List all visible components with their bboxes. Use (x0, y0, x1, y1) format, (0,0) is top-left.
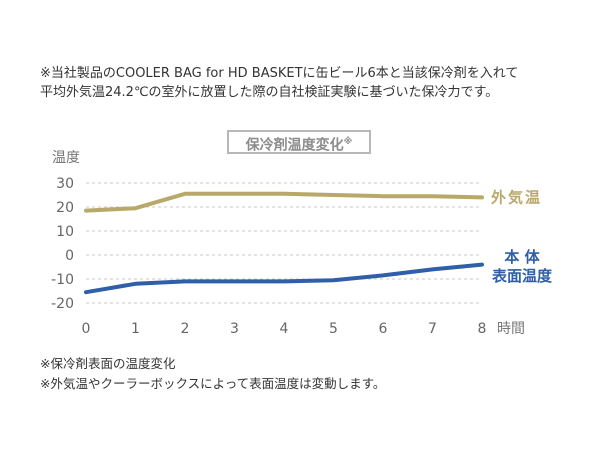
chart-title-box: 保冷剤温度変化※ (227, 130, 371, 154)
series-label-body-line-2: 表面温度 (492, 267, 553, 285)
x-tick-label: 0 (82, 321, 91, 337)
footnotes: ※保冷剤表面の温度変化 ※外気温やクーラーボックスによって表面温度は変動します。 (40, 354, 385, 394)
chart-title-mark: ※ (343, 137, 353, 147)
x-tick-label: 7 (428, 321, 437, 337)
x-tick-label: 3 (230, 321, 239, 337)
experiment-description-line-1: ※当社製品のCOOLER BAG for HD BASKETに缶ビール6本と当該… (40, 66, 519, 81)
series-label-body-line-1: 本 体 (504, 248, 540, 266)
x-tick-label: 1 (131, 321, 140, 337)
series-line-body-surface-temperature (84, 262, 484, 295)
x-axis-label: 時間 (497, 321, 525, 337)
y-tick-label: 30 (56, 176, 74, 192)
experiment-description: ※当社製品のCOOLER BAG for HD BASKETに缶ビール6本と当該… (40, 64, 518, 102)
x-tick-label: 6 (379, 321, 388, 337)
y-tick-label: -10 (51, 272, 74, 288)
series-label-outside-temperature: 外気温 (490, 188, 542, 206)
chart-title: 保冷剤温度変化 (245, 137, 344, 154)
y-tick-label: 10 (56, 224, 74, 240)
experiment-description-line-2: 平均外気温24.2℃の室外に放置した際の自社検証実験に基づいた保冷力です。 (40, 85, 499, 100)
y-tick-label: -20 (51, 296, 74, 312)
series-line-outside-temperature (84, 191, 484, 213)
x-tick-label: 5 (329, 321, 338, 337)
x-tick-label: 2 (181, 321, 190, 337)
x-tick-label: 4 (280, 321, 289, 337)
y-axis-label: 温度 (52, 150, 80, 166)
y-tick-label: 0 (65, 248, 74, 264)
footnote-1: ※保冷剤表面の温度変化 (40, 356, 176, 371)
footnote-2: ※外気温やクーラーボックスによって表面温度は変動します。 (40, 376, 386, 391)
x-tick-label: 8 (478, 321, 487, 337)
y-tick-label: 20 (56, 200, 74, 216)
